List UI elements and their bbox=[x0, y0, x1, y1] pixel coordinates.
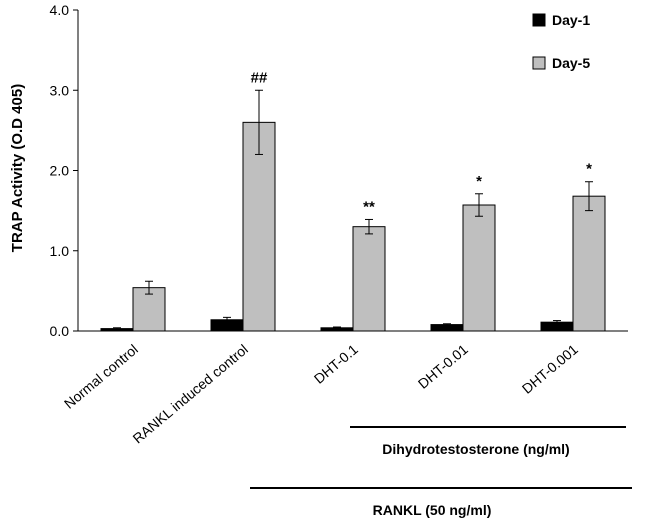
legend-swatch-day-5 bbox=[532, 56, 546, 70]
error-bar-day-1-1 bbox=[223, 316, 231, 323]
y-tick-label-0: 0.0 bbox=[50, 323, 70, 339]
y-tick-label-1: 1.0 bbox=[50, 243, 70, 259]
error-bar-day-5-3 bbox=[475, 193, 483, 217]
error-bars-layer bbox=[113, 89, 593, 330]
significance-layer: ##**** bbox=[251, 69, 592, 215]
y-tick-label-2: 2.0 bbox=[50, 163, 70, 179]
error-bar-day-1-4 bbox=[553, 320, 561, 325]
bar-day-5-4 bbox=[572, 195, 606, 332]
legend-swatch-day-1 bbox=[532, 13, 546, 27]
error-bar-day-5-2 bbox=[365, 218, 373, 235]
legend-label-day-5: Day-5 bbox=[552, 55, 590, 71]
legend: Day-1 Day-5 bbox=[532, 12, 590, 71]
x-tick-label-0: Normal control bbox=[61, 341, 141, 412]
dht-group-label: Dihydrotestosterone (ng/ml) bbox=[382, 441, 569, 457]
y-tick-label-3: 3.0 bbox=[50, 82, 70, 98]
bar-day-5-1 bbox=[242, 121, 276, 332]
significance-marker-1: ## bbox=[251, 69, 268, 86]
bar-day-5-2 bbox=[352, 226, 386, 332]
y-ticks-layer: 0.0 1.0 2.0 3.0 4.0 bbox=[50, 2, 78, 339]
error-bar-day-1-3 bbox=[443, 323, 451, 326]
bar-day-5-3 bbox=[462, 204, 496, 332]
x-tick-label-4: DHT-0.001 bbox=[519, 341, 581, 397]
x-tick-label-3: DHT-0.01 bbox=[415, 341, 471, 392]
error-bar-day-1-0 bbox=[113, 327, 121, 330]
error-bar-day-1-2 bbox=[333, 326, 341, 330]
x-tick-label-1: RANKL induced control bbox=[130, 341, 251, 446]
rankl-group-label: RANKL (50 ng/ml) bbox=[373, 502, 492, 518]
error-bar-day-5-4 bbox=[585, 181, 593, 212]
significance-marker-2: ** bbox=[363, 198, 375, 215]
legend-label-day-1: Day-1 bbox=[552, 12, 590, 28]
bars-layer bbox=[100, 121, 606, 332]
error-bar-day-5-0 bbox=[145, 280, 153, 295]
y-axis-title: TRAP Activity (O.D 405) bbox=[9, 84, 26, 252]
significance-marker-3: * bbox=[476, 173, 482, 190]
y-tick-label-4: 4.0 bbox=[50, 2, 70, 18]
x-tick-label-2: DHT-0.1 bbox=[311, 341, 361, 387]
error-bar-day-5-1 bbox=[255, 89, 263, 155]
significance-marker-4: * bbox=[586, 161, 592, 178]
